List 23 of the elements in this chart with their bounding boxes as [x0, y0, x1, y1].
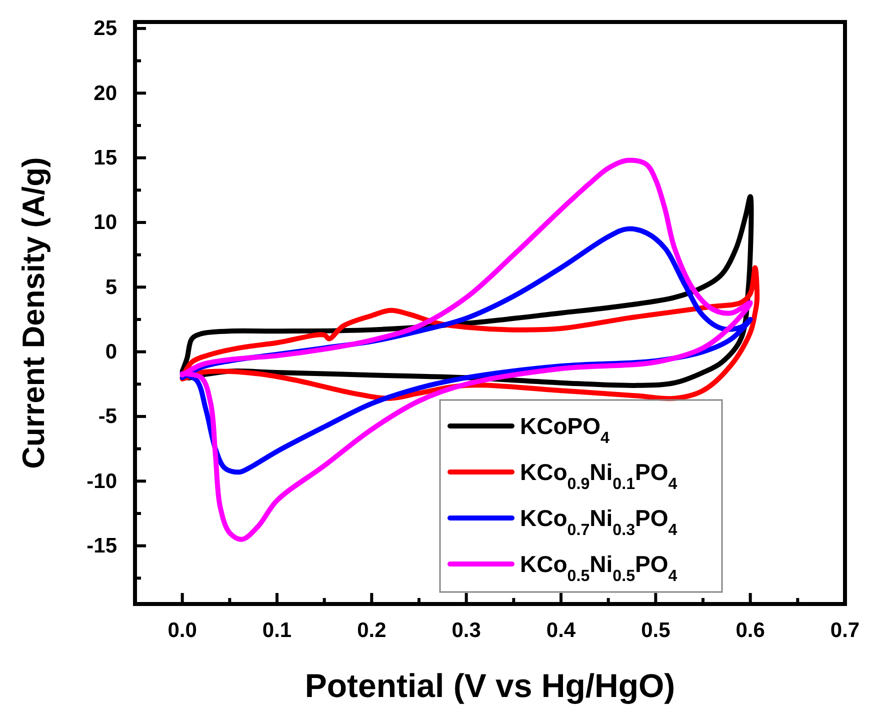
x-tick-label: 0.7 — [830, 618, 860, 642]
legend-label: KCo$_{0.9}$Ni$_{0.1}$PO$_{4}$ — [520, 459, 678, 493]
x-tick-label: 0.5 — [641, 618, 671, 642]
y-tick-label: -10 — [86, 470, 117, 493]
y-tick-label: -5 — [98, 405, 118, 428]
legend-label: KCo$_{0.7}$Ni$_{0.3}$PO$_{4}$ — [520, 505, 678, 539]
y-tick-label: 20 — [94, 82, 117, 105]
x-tick-label: 0.2 — [357, 618, 386, 642]
y-tick-label: 15 — [94, 146, 118, 170]
y-tick-label: 5 — [105, 276, 118, 299]
legend-label: KCo$_{0.5}$Ni$_{0.5}$PO$_{4}$ — [520, 551, 678, 585]
x-tick-label: 0.0 — [168, 618, 197, 642]
y-tick-label: -15 — [86, 534, 118, 558]
y-tick-label: 25 — [94, 17, 118, 40]
x-tick-label: 0.4 — [546, 618, 576, 642]
y-axis-title: Current Density (A/g) — [16, 157, 51, 469]
y-tick-label: 0 — [105, 340, 117, 364]
x-tick-label: 0.3 — [452, 618, 481, 642]
legend-label: KCoPO$_{4}$ — [520, 413, 610, 447]
y-tick-label: 10 — [94, 211, 117, 234]
x-tick-label: 0.6 — [736, 618, 765, 642]
x-tick-label: 0.1 — [262, 618, 292, 642]
x-axis-title: Potential (V vs Hg/HgO) — [304, 667, 676, 704]
